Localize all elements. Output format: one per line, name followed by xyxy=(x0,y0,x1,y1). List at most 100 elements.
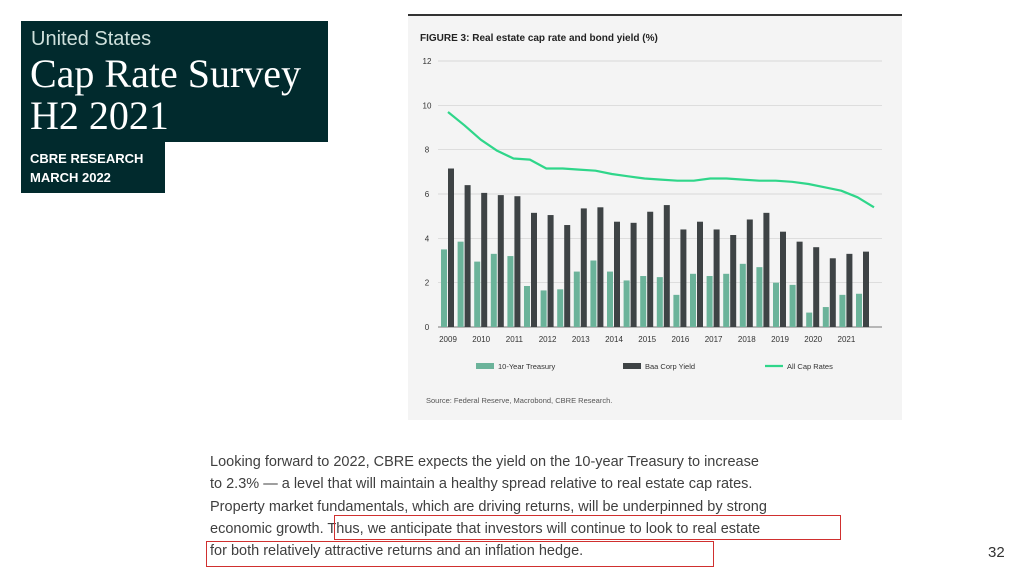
bar-10-year-treasury xyxy=(773,282,779,327)
x-tick-label: 2019 xyxy=(771,335,789,344)
x-tick-label: 2020 xyxy=(804,335,822,344)
y-tick-label: 10 xyxy=(423,101,432,110)
y-tick-label: 4 xyxy=(425,234,430,243)
bar-10-year-treasury xyxy=(474,261,481,327)
report-date: MARCH 2022 xyxy=(30,170,111,185)
bar-10-year-treasury xyxy=(723,273,730,327)
report-title: Cap Rate Survey H2 2021 xyxy=(30,53,301,137)
bar-baa-corp-yield xyxy=(697,221,703,327)
bar-baa-corp-yield xyxy=(481,192,488,327)
x-tick-label: 2021 xyxy=(838,335,856,344)
y-tick-label: 8 xyxy=(425,146,430,155)
figure-title: FIGURE 3: Real estate cap rate and bond … xyxy=(420,33,658,44)
bar-baa-corp-yield xyxy=(813,247,820,327)
highlight-box xyxy=(334,515,841,540)
bar-10-year-treasury xyxy=(607,271,613,327)
chart: 0 2 4 6 8 10 12 2009 2010 2011 2012 2013 2014 2015 201… xyxy=(423,57,882,371)
report-subtitle-block: CBRE RESEARCH MARCH 2022 xyxy=(21,142,165,193)
bar-baa-corp-yield xyxy=(663,205,670,327)
bar-baa-corp-yield xyxy=(580,208,587,327)
bar-10-year-treasury xyxy=(457,241,464,327)
report-region: United States xyxy=(31,28,152,50)
bar-baa-corp-yield xyxy=(630,222,637,327)
bar-baa-corp-yield xyxy=(614,221,620,327)
bar-10-year-treasury xyxy=(540,290,547,327)
bar-baa-corp-yield xyxy=(531,212,537,327)
line-all-cap-rates xyxy=(447,111,875,209)
highlighted-text: for both relatively attractive returns a… xyxy=(210,543,584,560)
bar-baa-corp-yield xyxy=(829,258,836,327)
bar-10-year-treasury xyxy=(623,280,630,327)
bar-baa-corp-yield xyxy=(464,185,471,327)
legend-swatch xyxy=(476,363,494,369)
bar-10-year-treasury xyxy=(839,294,846,327)
bar-baa-corp-yield xyxy=(863,251,869,327)
bar-baa-corp-yield xyxy=(448,168,454,327)
y-tick-label: 6 xyxy=(425,190,430,199)
x-tick-label: 2009 xyxy=(439,335,457,344)
bar-10-year-treasury xyxy=(739,263,746,327)
x-tick-label: 2012 xyxy=(539,335,557,344)
bar-baa-corp-yield xyxy=(746,219,753,327)
x-tick-label: 2010 xyxy=(472,335,490,344)
x-tick-label: 2014 xyxy=(605,335,623,344)
bar-10-year-treasury xyxy=(490,253,497,327)
paragraph-line: economic growth. Thus, we anticipate tha… xyxy=(210,518,850,540)
bar-10-year-treasury xyxy=(756,267,763,327)
paragraph-line: Property market fundamentals, which are … xyxy=(210,498,767,515)
legend-label: 10-Year Treasury xyxy=(498,362,556,371)
bar-baa-corp-yield xyxy=(514,196,521,327)
bar-baa-corp-yield xyxy=(497,195,504,327)
bar-baa-corp-yield xyxy=(796,241,803,327)
figure-source: Source: Federal Reserve, Macrobond, CBRE… xyxy=(426,396,613,405)
bar-baa-corp-yield xyxy=(846,253,853,327)
legend-label: All Cap Rates xyxy=(787,362,833,371)
bar-baa-corp-yield xyxy=(564,225,571,327)
x-tick-label: 2017 xyxy=(705,335,723,344)
figure-panel: FIGURE 3: Real estate cap rate and bond … xyxy=(408,14,902,420)
report-title-block: United States Cap Rate Survey H2 2021 xyxy=(21,21,328,142)
bar-10-year-treasury xyxy=(706,276,713,327)
bar-baa-corp-yield xyxy=(597,207,604,327)
bar-10-year-treasury xyxy=(789,284,796,327)
legend-swatch xyxy=(623,363,641,369)
bar-10-year-treasury xyxy=(856,293,862,327)
paragraph-line: Looking forward to 2022, CBRE expects th… xyxy=(210,454,759,470)
bar-10-year-treasury xyxy=(656,277,663,327)
bar-10-year-treasury xyxy=(557,289,564,327)
bar-baa-corp-yield xyxy=(763,212,770,327)
bar-10-year-treasury xyxy=(640,276,647,327)
paragraph-line: to 2.3% — a level that will maintain a h… xyxy=(210,476,753,493)
y-tick-label: 0 xyxy=(425,323,430,332)
paragraph-text: economic growth. xyxy=(210,520,324,537)
bar-baa-corp-yield xyxy=(647,211,654,327)
highlighted-text: Thus, we anticipate that investors will … xyxy=(323,520,761,537)
bar-10-year-treasury xyxy=(590,260,597,327)
x-tick-label: 2011 xyxy=(506,335,524,344)
report-title-line2: H2 2021 xyxy=(30,93,169,138)
bar-10-year-treasury xyxy=(507,256,514,327)
bar-baa-corp-yield xyxy=(713,229,720,327)
bar-10-year-treasury xyxy=(806,312,813,327)
bar-baa-corp-yield xyxy=(547,215,554,327)
bar-10-year-treasury xyxy=(524,285,530,327)
bar-10-year-treasury xyxy=(673,294,680,327)
y-tick-label: 2 xyxy=(425,279,430,288)
x-tick-label: 2016 xyxy=(672,335,690,344)
report-org: CBRE RESEARCH xyxy=(30,151,144,166)
bar-baa-corp-yield xyxy=(680,229,687,327)
figure-top-rule xyxy=(408,14,902,16)
x-tick-label: 2015 xyxy=(638,335,656,344)
bar-baa-corp-yield xyxy=(780,231,786,327)
page-number: 32 xyxy=(988,544,1005,561)
bar-10-year-treasury xyxy=(441,249,447,327)
body-paragraph: Looking forward to 2022, CBRE expects th… xyxy=(210,451,850,562)
bar-baa-corp-yield xyxy=(730,235,737,327)
bar-10-year-treasury xyxy=(690,273,696,327)
legend-label: Baa Corp Yield xyxy=(645,362,695,371)
report-title-line1: Cap Rate Survey xyxy=(30,51,302,96)
x-tick-label: 2018 xyxy=(738,335,756,344)
y-tick-label: 12 xyxy=(423,57,432,66)
highlight-box xyxy=(206,541,714,567)
x-tick-label: 2013 xyxy=(572,335,590,344)
